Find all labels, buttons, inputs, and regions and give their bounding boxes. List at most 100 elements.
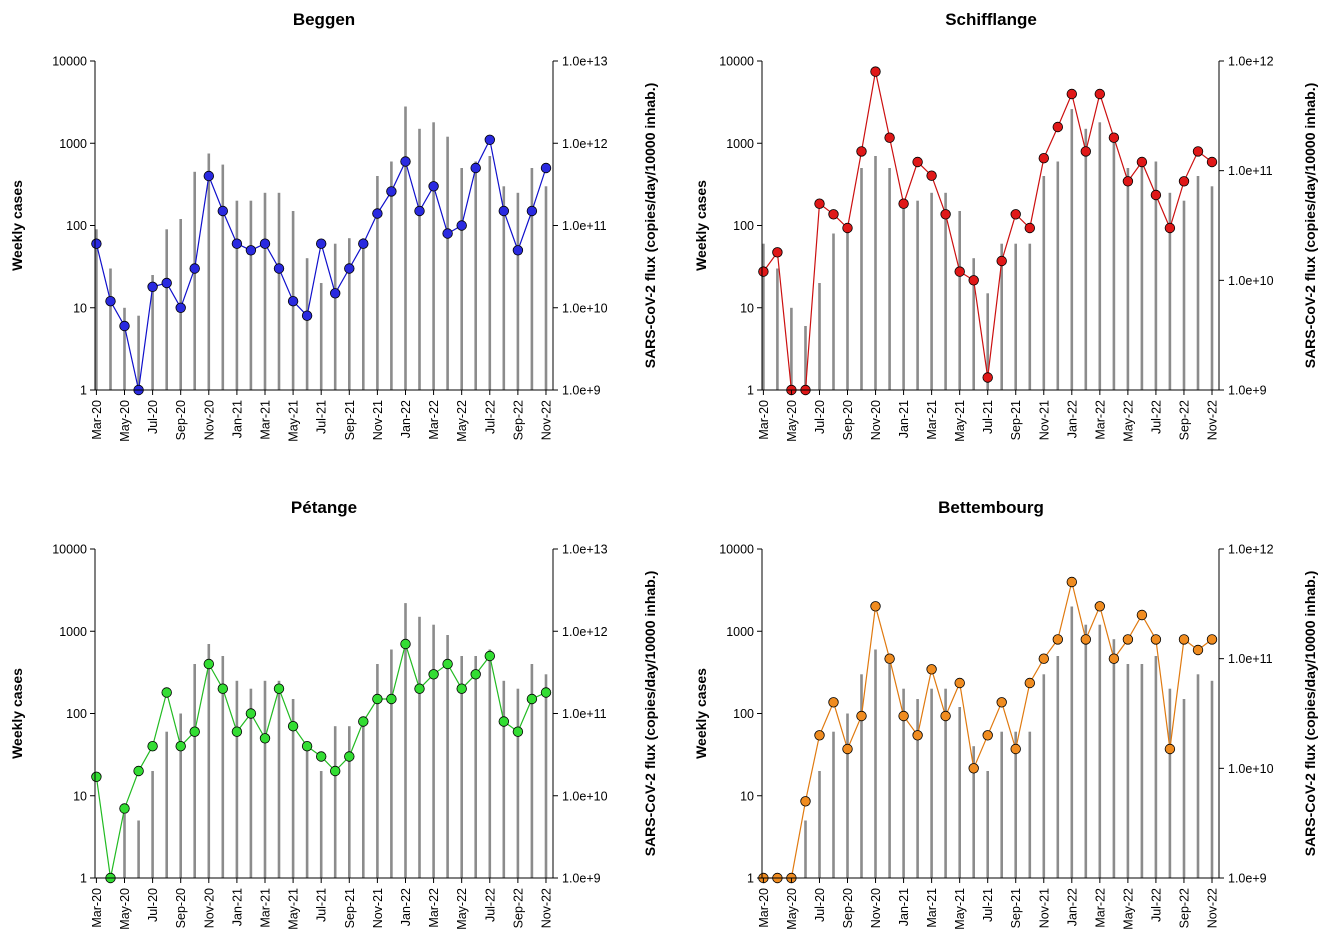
bar bbox=[888, 168, 891, 390]
flux-point bbox=[526, 693, 538, 705]
bar bbox=[1014, 731, 1017, 878]
y2-tick-label: 1.0e+11 bbox=[562, 707, 607, 721]
bar bbox=[1154, 161, 1158, 390]
bar bbox=[333, 243, 337, 390]
x-tick-label: Sep-22 bbox=[511, 888, 525, 928]
bar bbox=[790, 307, 793, 391]
flux-point bbox=[470, 669, 481, 680]
bar bbox=[123, 307, 126, 391]
flux-point bbox=[1150, 189, 1162, 201]
bar bbox=[348, 726, 351, 878]
flux-point bbox=[926, 170, 937, 181]
bar bbox=[263, 192, 267, 390]
chart-title: Beggen bbox=[293, 10, 355, 29]
x-tick-label: May-22 bbox=[455, 888, 469, 930]
bar bbox=[972, 258, 975, 390]
y-tick-label: 10000 bbox=[52, 543, 87, 557]
flux-point bbox=[1108, 132, 1120, 143]
y-tick-label: 100 bbox=[66, 219, 87, 233]
bar bbox=[944, 192, 947, 390]
bar bbox=[1112, 639, 1116, 878]
bar bbox=[832, 731, 835, 878]
bar bbox=[1140, 161, 1144, 390]
flux-point bbox=[161, 687, 172, 698]
bar bbox=[207, 644, 211, 878]
flux-point bbox=[512, 245, 524, 256]
flux-point bbox=[1178, 634, 1190, 645]
bar bbox=[474, 161, 477, 390]
bar bbox=[418, 616, 421, 878]
y2-tick-label: 1.0e+13 bbox=[562, 55, 608, 69]
bar bbox=[1084, 128, 1088, 391]
bar bbox=[1196, 674, 1200, 878]
flux-point bbox=[1136, 156, 1148, 168]
x-tick-label: Mar-20 bbox=[757, 888, 771, 928]
x-tick-label: Jul-22 bbox=[483, 400, 497, 434]
chart-title: Bettembourg bbox=[938, 498, 1044, 517]
bar bbox=[249, 688, 253, 878]
bar bbox=[137, 315, 140, 390]
flux-point bbox=[1066, 576, 1078, 588]
flux-point bbox=[301, 741, 313, 752]
bar bbox=[860, 168, 863, 390]
bar bbox=[151, 275, 154, 390]
bar bbox=[874, 156, 877, 390]
bar bbox=[1056, 656, 1060, 878]
flux-point bbox=[344, 263, 355, 274]
flux-point bbox=[470, 162, 481, 174]
bar bbox=[544, 186, 548, 390]
bar bbox=[460, 656, 463, 878]
y-tick-label: 10 bbox=[73, 301, 87, 315]
y2-tick-label: 1.0e+12 bbox=[562, 137, 608, 151]
bar bbox=[958, 707, 961, 878]
flux-point bbox=[540, 162, 552, 174]
bar bbox=[958, 211, 961, 390]
flux-point bbox=[1038, 653, 1050, 664]
x-tick-label: Nov-22 bbox=[539, 400, 553, 440]
bar bbox=[874, 649, 877, 878]
bar bbox=[362, 238, 365, 390]
x-tick-label: Jul-22 bbox=[1149, 888, 1163, 922]
x-tick-label: May-22 bbox=[1121, 888, 1135, 930]
bar bbox=[902, 688, 905, 878]
flux-point bbox=[982, 730, 993, 741]
flux-point bbox=[428, 669, 439, 680]
flux-point bbox=[870, 66, 881, 77]
flux-point bbox=[954, 266, 965, 277]
y-tick-label: 1000 bbox=[59, 625, 87, 639]
x-tick-label: Sep-21 bbox=[343, 400, 357, 440]
flux-point bbox=[968, 763, 979, 774]
flux-point bbox=[372, 208, 383, 219]
flux-point bbox=[386, 693, 397, 705]
x-tick-label: Jul-20 bbox=[146, 400, 160, 434]
bar bbox=[1098, 122, 1102, 391]
flux-point bbox=[1024, 677, 1036, 689]
bar bbox=[193, 664, 196, 878]
bar bbox=[1028, 731, 1032, 878]
bar bbox=[1140, 664, 1144, 878]
x-tick-label: Sep-22 bbox=[511, 400, 525, 440]
flux-point bbox=[217, 683, 229, 694]
x-tick-label: May-22 bbox=[1121, 400, 1135, 442]
x-tick-label: Jul-21 bbox=[981, 888, 995, 922]
y-tick-label: 1 bbox=[80, 872, 87, 886]
y2-tick-label: 1.0e+11 bbox=[1228, 652, 1273, 666]
x-tick-label: Nov-20 bbox=[869, 400, 883, 440]
bar bbox=[916, 699, 919, 878]
flux-point bbox=[484, 134, 496, 146]
bar bbox=[1056, 161, 1060, 390]
flux-point bbox=[203, 658, 215, 670]
x-tick-label: Sep-21 bbox=[343, 888, 357, 928]
flux-point bbox=[189, 263, 200, 274]
y2-axis-label: SARS-CoV-2 flux (copies/day/10000 inhab.… bbox=[642, 571, 658, 857]
bar bbox=[319, 283, 323, 390]
chart-panel: 1 10 100 1000 10000 1.0e+9 1.0e+10 1.0e+11 1.0e+… bbox=[693, 10, 1318, 442]
bar bbox=[544, 674, 548, 878]
flux-point bbox=[1122, 634, 1134, 645]
y-tick-label: 10 bbox=[740, 789, 754, 803]
x-tick-label: Jan-22 bbox=[1065, 888, 1079, 926]
bar bbox=[1042, 176, 1046, 390]
flux-point bbox=[828, 209, 839, 220]
bar bbox=[1070, 606, 1074, 878]
